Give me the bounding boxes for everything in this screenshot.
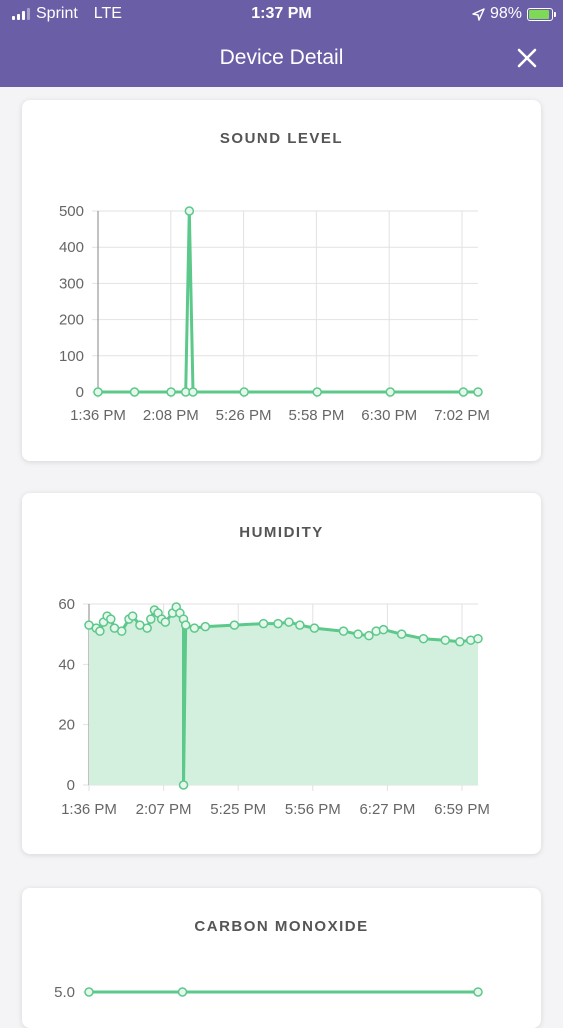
y-tick-label: 0 (67, 777, 75, 794)
data-point (458, 387, 469, 397)
y-tick-label: 40 (58, 656, 75, 673)
card-title: HUMIDITY (239, 524, 324, 541)
signal-icon (12, 8, 30, 20)
data-point (385, 387, 396, 397)
y-tick-label: 20 (58, 717, 75, 734)
carbon-monoxide-chart: 5.0 (54, 984, 483, 1001)
location-arrow-icon (472, 7, 485, 21)
status-right: 98% (472, 5, 556, 23)
data-point (309, 623, 320, 633)
x-tick-label: 6:27 PM (359, 801, 415, 818)
status-time: 1:37 PM (251, 5, 312, 22)
data-point (312, 387, 322, 397)
data-point (166, 387, 176, 397)
data-point (295, 620, 305, 630)
x-tick-label: 2:07 PM (136, 801, 192, 818)
x-tick-label: 2:08 PM (143, 407, 199, 424)
y-tick-label: 0 (76, 384, 84, 401)
sound-level-card: SOUND LEVEL 0 100 200 300 400 500 1:36 PM 2:08 … (22, 100, 541, 461)
status-left: Sprint LTE (12, 5, 122, 23)
data-point (106, 614, 116, 624)
data-point (378, 624, 389, 635)
data-point (146, 614, 156, 624)
y-tick-label: 60 (58, 596, 75, 613)
humidity-card: HUMIDITY 0 20 40 60 1:36 PM 2:07 PM 5:25 PM 5:5… (22, 493, 541, 854)
x-tick-label: 5:58 PM (288, 407, 344, 424)
battery-icon (527, 7, 556, 21)
data-point (93, 387, 103, 397)
data-point (473, 633, 483, 644)
data-point (473, 387, 483, 397)
data-point (364, 630, 374, 641)
x-tick-label: 6:59 PM (434, 801, 490, 818)
y-tick-label: 200 (59, 312, 84, 329)
y-tick-label: 300 (59, 275, 84, 292)
app-header: Device Detail (0, 30, 563, 87)
x-tick-label: 6:30 PM (361, 407, 417, 424)
data-point (188, 387, 198, 397)
x-tick-label: 5:26 PM (216, 407, 272, 424)
x-tick-label: 7:02 PM (434, 407, 490, 424)
y-tick-label: 400 (59, 239, 84, 256)
x-tick-label: 5:25 PM (210, 801, 266, 818)
data-point (180, 620, 191, 630)
page-title: Device Detail (219, 46, 344, 69)
network-label: LTE (93, 5, 122, 22)
data-point (258, 618, 269, 629)
data-point (338, 626, 349, 636)
y-tick-label: 100 (59, 348, 84, 365)
data-point (84, 987, 94, 997)
data-point (189, 623, 200, 633)
data-point (440, 635, 451, 645)
battery-percent: 98% (489, 5, 522, 22)
data-point (396, 629, 407, 639)
y-tick-label: 5.0 (54, 984, 75, 1001)
carbon-monoxide-card: CARBON MONOXIDE 5.0 (22, 888, 541, 1028)
card-title: CARBON MONOXIDE (194, 918, 369, 935)
series-line (98, 209, 478, 394)
data-point (229, 620, 240, 630)
data-point (184, 206, 195, 216)
data-point (455, 636, 465, 647)
humidity-chart: 0 20 40 60 1:36 PM 2:07 PM 5:25 PM 5:56 PM 6:27 … (58, 596, 490, 818)
battery-fill (529, 9, 549, 19)
data-point (116, 626, 127, 636)
close-icon[interactable] (511, 42, 543, 74)
x-tick-label: 1:36 PM (61, 801, 117, 818)
data-point (473, 987, 483, 997)
data-point (177, 987, 188, 997)
data-point (160, 617, 171, 627)
data-point (142, 623, 152, 633)
data-point (129, 387, 140, 397)
data-point (95, 626, 105, 636)
data-point (353, 629, 363, 639)
data-point (284, 617, 294, 627)
x-tick-label: 5:56 PM (285, 801, 341, 818)
data-point (178, 780, 189, 790)
carrier-label: Sprint (36, 5, 78, 22)
data-point (200, 621, 211, 632)
data-point (239, 387, 249, 397)
series-area (89, 607, 478, 785)
status-bar: Sprint LTE 1:37 PM 98% (0, 0, 563, 30)
data-point (273, 618, 283, 629)
data-point (127, 611, 138, 621)
x-tick-label: 1:36 PM (70, 407, 126, 424)
sound-level-chart: 0 100 200 300 400 500 1:36 PM 2:08 PM 5:26 PM 5:5… (59, 203, 490, 424)
data-point (418, 633, 429, 644)
card-title: SOUND LEVEL (219, 130, 344, 147)
y-tick-label: 500 (59, 203, 84, 220)
